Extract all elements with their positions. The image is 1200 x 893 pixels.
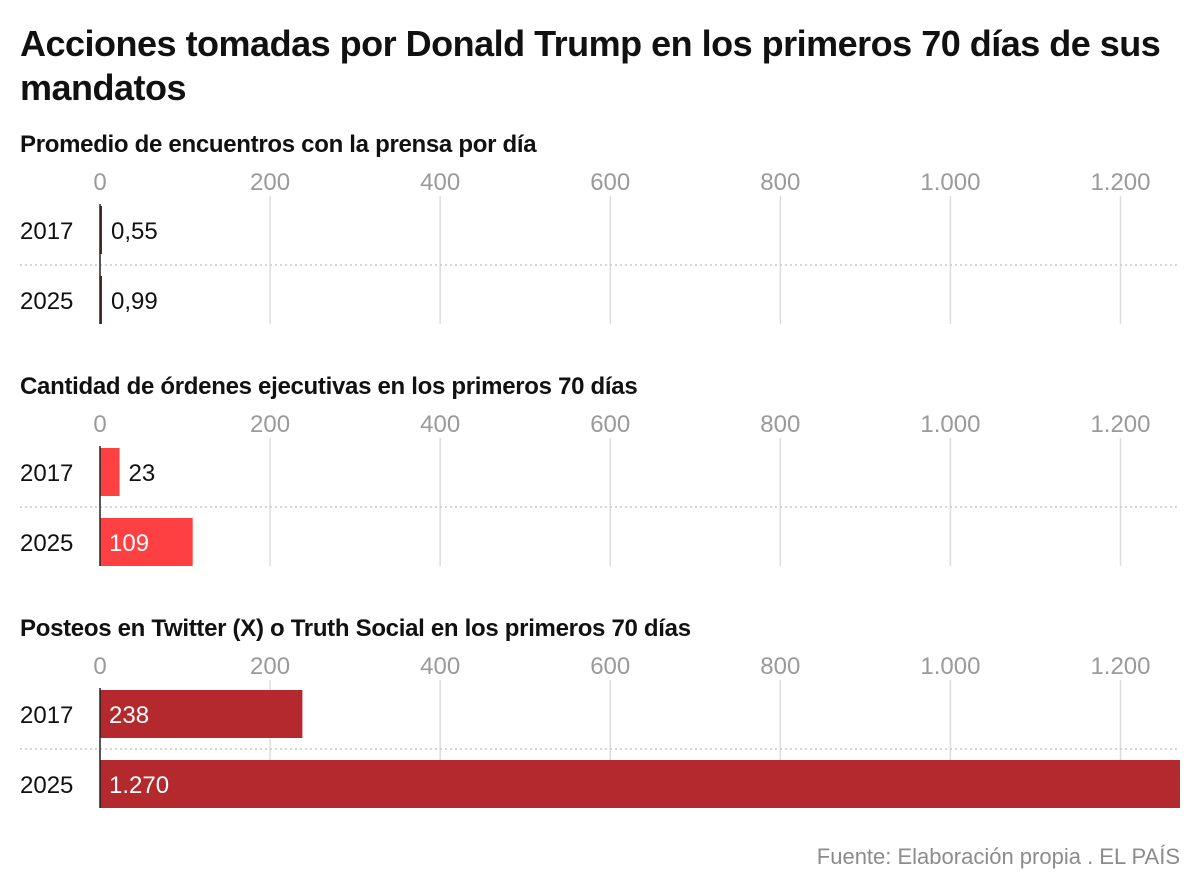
tick-label: 200 [250, 653, 290, 680]
tick-label: 600 [590, 411, 630, 438]
panel-press-meetings: Promedio de encuentros con la prensa por… [0, 130, 1200, 360]
plot-press-meetings: 0 200 400 600 800 1.000 1.200 2017 0,55 2025 0,99 [20, 169, 1180, 324]
category-label: 2017 [20, 702, 73, 729]
panel-title: Promedio de encuentros con la prensa por… [20, 131, 537, 158]
tick-label: 1.200 [1090, 169, 1150, 196]
tick-label: 200 [250, 411, 290, 438]
bar [100, 760, 1180, 808]
tick-label: 1.000 [920, 169, 980, 196]
value-label: 109 [109, 530, 149, 557]
chart-title: Acciones tomadas por Donald Trump en los… [20, 23, 1161, 108]
category-label: 2025 [20, 530, 73, 557]
panel-social-posts: Posteos en Twitter (X) o Truth Social en… [0, 614, 1200, 844]
category-label: 2017 [20, 218, 73, 245]
category-label: 2025 [20, 288, 73, 315]
bar [100, 276, 102, 324]
panel-title: Posteos en Twitter (X) o Truth Social en… [20, 615, 691, 642]
tick-label: 400 [420, 411, 460, 438]
bar [100, 690, 303, 738]
tick-label: 800 [760, 411, 800, 438]
tick-label: 0 [93, 653, 106, 680]
plot-social-posts: 0 200 400 600 800 1.000 1.200 2017 238 2025 1.270 [20, 653, 1180, 808]
value-label: 238 [109, 702, 149, 729]
plot-executive-orders: 0 200 400 600 800 1.000 1.200 2017 23 2025 109 [20, 411, 1180, 566]
tick-label: 800 [760, 653, 800, 680]
bar [100, 448, 120, 496]
tick-label: 1.000 [920, 411, 980, 438]
tick-label: 1.200 [1090, 653, 1150, 680]
source-note: Fuente: Elaboración propia . EL PAÍS [816, 844, 1180, 869]
tick-label: 200 [250, 169, 290, 196]
tick-label: 1.000 [920, 653, 980, 680]
panel-executive-orders: Cantidad de órdenes ejecutivas en los pr… [0, 372, 1200, 602]
tick-label: 800 [760, 169, 800, 196]
tick-label: 1.200 [1090, 411, 1150, 438]
value-label: 23 [129, 460, 156, 487]
tick-label: 600 [590, 653, 630, 680]
category-label: 2017 [20, 460, 73, 487]
tick-label: 400 [420, 653, 460, 680]
tick-label: 0 [93, 169, 106, 196]
bar [100, 518, 193, 566]
value-label: 0,99 [111, 288, 158, 315]
category-label: 2025 [20, 772, 73, 799]
panel-title: Cantidad de órdenes ejecutivas en los pr… [20, 373, 638, 400]
value-label: 0,55 [111, 218, 158, 245]
tick-label: 400 [420, 169, 460, 196]
tick-label: 600 [590, 169, 630, 196]
value-label: 1.270 [109, 772, 169, 799]
tick-label: 0 [93, 411, 106, 438]
bar [100, 206, 102, 254]
